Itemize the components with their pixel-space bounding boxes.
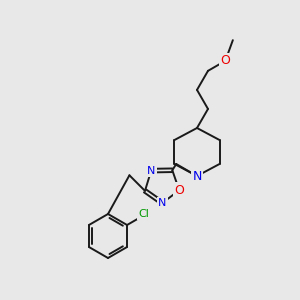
Text: N: N	[147, 166, 155, 176]
Text: O: O	[174, 184, 184, 197]
Text: N: N	[158, 198, 166, 208]
Text: N: N	[192, 169, 202, 182]
Text: Cl: Cl	[139, 209, 149, 219]
Text: O: O	[220, 54, 230, 67]
